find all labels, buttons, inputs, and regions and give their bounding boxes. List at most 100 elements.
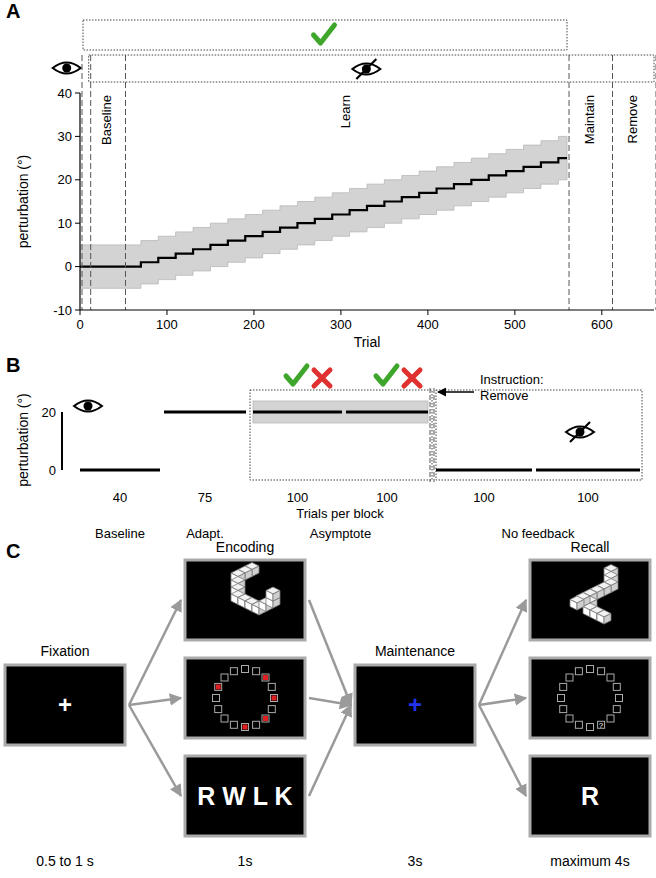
ring-target bbox=[216, 684, 221, 689]
stage-duration: 1s bbox=[238, 853, 253, 869]
ring-square bbox=[587, 724, 594, 731]
stage-label: Fixation bbox=[40, 643, 89, 659]
ring-square bbox=[613, 683, 620, 690]
ring-square bbox=[560, 683, 567, 690]
cube-left bbox=[583, 607, 590, 618]
phase-label: Learn bbox=[338, 95, 353, 128]
instruction-line bbox=[434, 388, 435, 482]
panel-label: A bbox=[6, 0, 20, 22]
x-tick-label: 0 bbox=[76, 317, 83, 332]
eye-pupil bbox=[84, 402, 93, 411]
x-tick-label: 200 bbox=[243, 317, 265, 332]
ring-square bbox=[575, 721, 582, 728]
flow-arrow bbox=[129, 698, 181, 705]
x-tick-label: 100 bbox=[156, 317, 178, 332]
eye-pupil bbox=[62, 64, 71, 73]
panel-label: C bbox=[6, 540, 20, 562]
ring-target bbox=[263, 675, 268, 680]
block-trials: 40 bbox=[113, 490, 127, 505]
reward-box bbox=[83, 20, 567, 50]
panel-c: ++?R W L KRFixation0.5 to 1 sEncoding1sM… bbox=[5, 539, 650, 869]
scale-title: perturbation (°) bbox=[15, 393, 31, 487]
perturbation-line bbox=[80, 158, 567, 267]
x-tick-label: 600 bbox=[591, 317, 613, 332]
ring-square bbox=[268, 683, 275, 690]
flow-arrow bbox=[479, 705, 526, 796]
ring-square bbox=[253, 668, 260, 675]
y-tick-label: 0 bbox=[65, 259, 72, 274]
screen bbox=[530, 756, 650, 836]
cube-left bbox=[231, 594, 238, 605]
cube-left bbox=[252, 605, 259, 616]
block-line bbox=[253, 411, 342, 414]
x-tick-label: 400 bbox=[417, 317, 439, 332]
phase-label: Baseline bbox=[99, 95, 114, 145]
phase-label: No feedback bbox=[502, 526, 575, 541]
ring-square bbox=[215, 706, 222, 713]
cube-left bbox=[245, 601, 252, 612]
block-line bbox=[346, 411, 428, 414]
block-line bbox=[164, 411, 246, 414]
scale-bar bbox=[61, 412, 63, 470]
3d-shape bbox=[231, 563, 280, 616]
spatial-ring: ? bbox=[558, 666, 623, 731]
screen bbox=[530, 658, 650, 738]
screen bbox=[530, 560, 650, 640]
flow-arrow bbox=[479, 600, 526, 705]
variability-band bbox=[253, 401, 428, 423]
y-tick bbox=[75, 223, 80, 224]
panel-a: BaselineLearnMaintainRemove0100200300400… bbox=[15, 20, 656, 350]
flow-arrow bbox=[479, 698, 526, 705]
ring-square bbox=[271, 695, 278, 702]
ring-square bbox=[613, 706, 620, 713]
screen bbox=[355, 665, 475, 745]
x-tick bbox=[514, 310, 515, 315]
ring-square bbox=[598, 668, 605, 675]
fixation-cross: + bbox=[58, 691, 72, 718]
ring-square bbox=[242, 666, 249, 673]
x-tick-label: 300 bbox=[330, 317, 352, 332]
y-tick-label: 40 bbox=[58, 86, 72, 101]
ring-square bbox=[616, 695, 623, 702]
eye-icon bbox=[74, 401, 102, 412]
cross-icon bbox=[404, 370, 420, 386]
error-band bbox=[80, 136, 567, 288]
letters: R W L K bbox=[197, 782, 292, 810]
cube-right bbox=[273, 591, 280, 602]
block-trials: 75 bbox=[198, 490, 212, 505]
instruction-text: Remove bbox=[480, 388, 528, 403]
ring-square bbox=[560, 706, 567, 713]
y-tick-label: 10 bbox=[58, 216, 72, 231]
stage-label: Recall bbox=[571, 539, 610, 555]
y-axis bbox=[79, 93, 80, 310]
check-icon bbox=[376, 366, 397, 384]
ring-square bbox=[221, 674, 228, 681]
block-trials: 100 bbox=[473, 490, 495, 505]
flow-arrow bbox=[309, 698, 351, 705]
letter-probe: R bbox=[581, 782, 599, 810]
x-tick bbox=[253, 310, 254, 315]
ring-target bbox=[243, 725, 248, 730]
recall-probe: ? bbox=[599, 721, 604, 730]
phase-label: Asymptote bbox=[310, 526, 371, 541]
block-line bbox=[436, 469, 532, 472]
ring-square bbox=[587, 666, 594, 673]
ring-square bbox=[253, 721, 260, 728]
ring-target bbox=[263, 716, 268, 721]
check-icon bbox=[286, 366, 307, 384]
flow-arrow bbox=[309, 705, 351, 796]
no-feedback-box bbox=[436, 390, 642, 480]
plot-area bbox=[80, 136, 567, 288]
y-tick-label: -10 bbox=[53, 303, 72, 318]
panel-label: B bbox=[6, 354, 20, 376]
y-tick bbox=[75, 266, 80, 267]
ring-square bbox=[242, 724, 249, 731]
ring-square bbox=[566, 715, 573, 722]
eye-cross bbox=[570, 422, 590, 442]
flow-arrow bbox=[309, 600, 351, 705]
instruction-text: Instruction: bbox=[480, 372, 544, 387]
x-tick bbox=[340, 310, 341, 315]
3d-shape bbox=[570, 565, 618, 625]
x-tick-label: 500 bbox=[504, 317, 526, 332]
flow-arrow bbox=[129, 600, 181, 705]
